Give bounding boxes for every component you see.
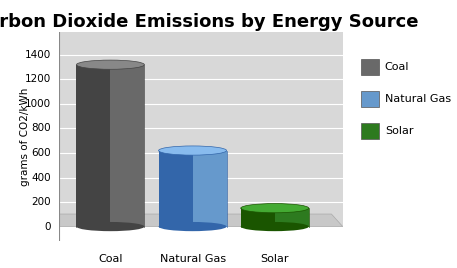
Text: Coal: Coal: [385, 62, 409, 72]
Text: 400: 400: [31, 173, 51, 183]
Text: 1200: 1200: [25, 75, 51, 84]
Polygon shape: [192, 151, 227, 226]
Polygon shape: [76, 65, 111, 226]
Ellipse shape: [76, 60, 144, 69]
Text: 0: 0: [44, 222, 51, 232]
Ellipse shape: [241, 204, 309, 213]
Text: 200: 200: [31, 197, 51, 207]
Text: 800: 800: [31, 124, 51, 133]
Ellipse shape: [76, 222, 144, 231]
Polygon shape: [159, 151, 192, 226]
Text: grams of CO2/kWh: grams of CO2/kWh: [21, 87, 31, 186]
Text: Natural Gas: Natural Gas: [159, 254, 226, 264]
Text: Carbon Dioxide Emissions by Energy Source: Carbon Dioxide Emissions by Energy Sourc…: [0, 13, 419, 31]
Polygon shape: [275, 208, 309, 226]
Text: Coal: Coal: [98, 254, 122, 264]
Text: Natural Gas: Natural Gas: [385, 94, 451, 104]
Ellipse shape: [159, 222, 227, 231]
Text: Solar: Solar: [385, 126, 413, 136]
Ellipse shape: [241, 222, 309, 231]
Text: 1400: 1400: [25, 50, 51, 60]
Polygon shape: [111, 65, 144, 226]
Polygon shape: [54, 214, 343, 226]
Text: Solar: Solar: [260, 254, 289, 264]
Ellipse shape: [159, 146, 227, 155]
Text: 600: 600: [31, 148, 51, 158]
Polygon shape: [241, 208, 275, 226]
Text: 1000: 1000: [25, 99, 51, 109]
